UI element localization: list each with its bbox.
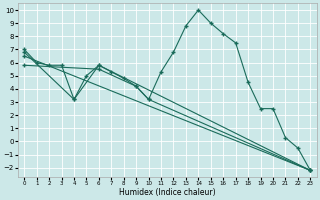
X-axis label: Humidex (Indice chaleur): Humidex (Indice chaleur) (119, 188, 216, 197)
